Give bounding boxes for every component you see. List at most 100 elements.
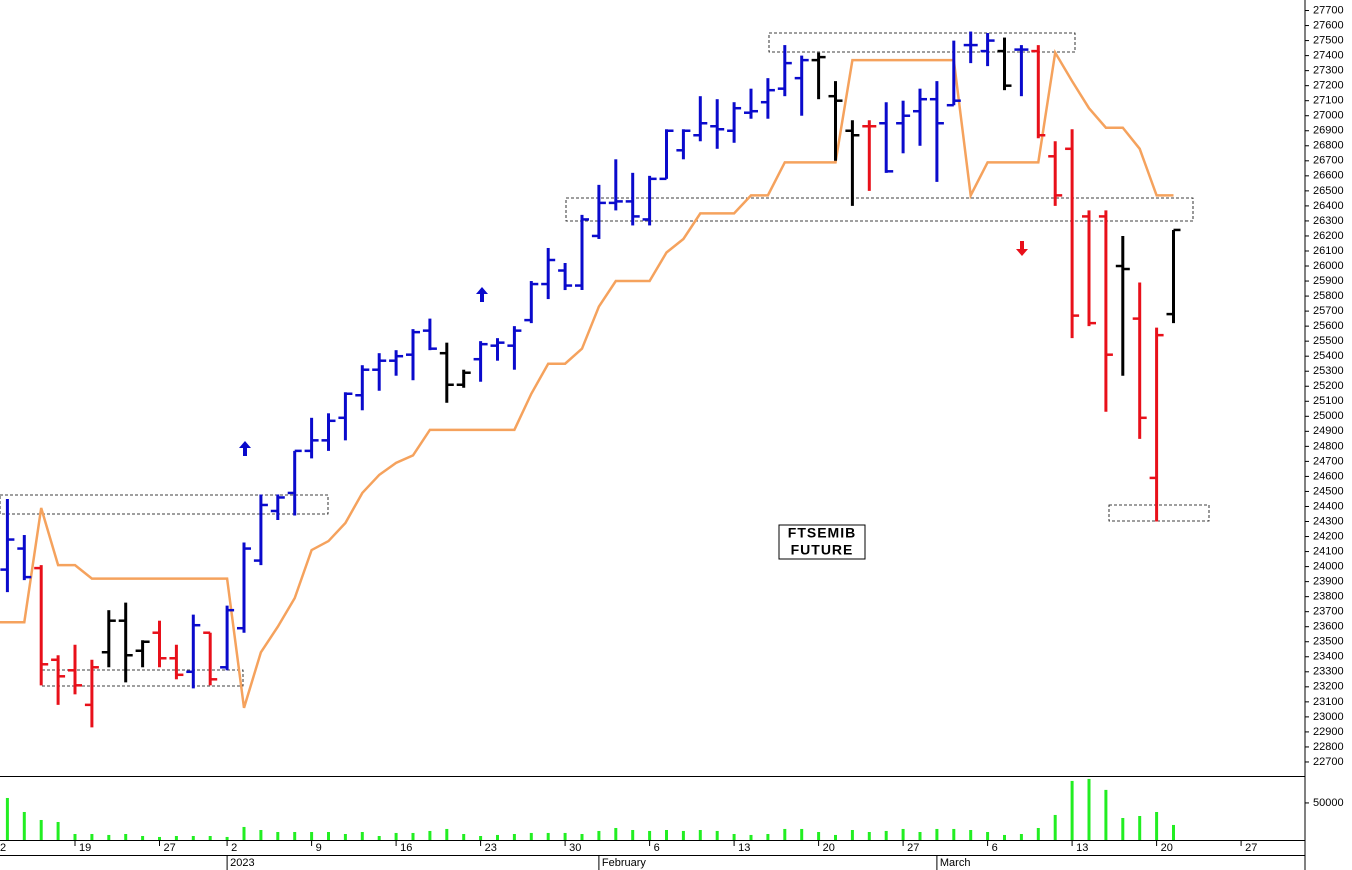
volume-bar <box>648 830 652 840</box>
y-tick-label: 27100 <box>1313 95 1344 107</box>
y-tick-label: 24400 <box>1313 500 1344 512</box>
y-tick-label: 24800 <box>1313 440 1344 452</box>
volume-bar <box>394 832 398 840</box>
y-tick-label: 26500 <box>1313 185 1344 197</box>
y-tick-label: 25200 <box>1313 380 1344 392</box>
x-tick-label: 20 <box>1161 842 1173 854</box>
volume-bar <box>39 819 43 840</box>
volume-bar <box>411 832 415 840</box>
volume-bar <box>22 811 26 840</box>
y-tick-label: 27200 <box>1313 80 1344 92</box>
x-tick-label: 19 <box>79 842 91 854</box>
volume-bar <box>310 831 314 840</box>
y-tick-label: 23600 <box>1313 621 1344 633</box>
range-box <box>0 494 329 515</box>
volume-bar <box>1036 827 1040 840</box>
volume-bar <box>512 833 516 840</box>
x-tick-label: 27 <box>164 842 176 854</box>
volume-bar <box>90 833 94 840</box>
y-tick-label: 24900 <box>1313 425 1344 437</box>
y-tick-label: 24700 <box>1313 455 1344 467</box>
volume-bar <box>428 830 432 840</box>
y-tick-label: 24200 <box>1313 530 1344 542</box>
x-tick-label: 27 <box>1245 842 1257 854</box>
volume-bar <box>377 835 381 840</box>
stop-line <box>0 48 1174 709</box>
range-box <box>768 32 1076 53</box>
volume-bar <box>1087 778 1091 840</box>
volume-bar <box>952 828 956 840</box>
range-box <box>1108 504 1210 522</box>
volume-bar <box>834 834 837 840</box>
y-tick-label: 23700 <box>1313 606 1344 618</box>
y-tick-label: 23300 <box>1313 666 1344 678</box>
x-tick-label: 13 <box>1076 842 1088 854</box>
volume-bar <box>1121 817 1125 840</box>
y-tick-label: 25300 <box>1313 365 1344 377</box>
x-tick-label: 6 <box>992 842 998 854</box>
y-tick-label: 25400 <box>1313 350 1344 362</box>
volume-bar <box>665 829 668 840</box>
volume-bar <box>1053 814 1057 840</box>
volume-bar <box>681 830 685 840</box>
y-tick-label: 27300 <box>1313 65 1344 77</box>
y-tick-label: 23500 <box>1313 636 1344 648</box>
volume-bar <box>800 828 804 840</box>
y-tick-label: 26100 <box>1313 245 1344 257</box>
volume-bar <box>749 834 753 840</box>
volume-tick-label: 50000 <box>1313 797 1344 809</box>
volume-bar <box>462 833 466 840</box>
volume-bar <box>715 830 719 840</box>
volume-bar <box>614 827 618 840</box>
volume-bar <box>1155 811 1159 840</box>
volume-bar <box>1172 824 1175 840</box>
volume-bar <box>1003 834 1006 840</box>
volume-bar <box>901 828 905 840</box>
month-label: February <box>602 857 647 869</box>
volume-bar <box>850 829 854 840</box>
y-tick-label: 25500 <box>1313 335 1344 347</box>
y-tick-label: 25700 <box>1313 305 1344 317</box>
x-tick-label: 16 <box>400 842 412 854</box>
volume-bar <box>732 833 736 840</box>
volume-bar <box>141 835 145 840</box>
volume-bar <box>918 831 922 840</box>
volume-bar <box>225 836 229 840</box>
volume-bar <box>597 830 601 840</box>
y-tick-label: 26400 <box>1313 200 1344 212</box>
volume-bar <box>1104 789 1108 840</box>
buy-arrow <box>476 287 488 302</box>
annotation-box <box>778 524 866 560</box>
y-tick-label: 26300 <box>1313 215 1344 227</box>
y-tick-label: 26700 <box>1313 155 1344 167</box>
volume-bar <box>817 831 821 840</box>
x-tick-label: 9 <box>316 842 322 854</box>
volume-bar <box>884 830 888 840</box>
volume-bar <box>580 833 584 840</box>
x-tick-label: 2 <box>0 842 6 854</box>
y-tick-label: 25800 <box>1313 290 1344 302</box>
volume-bar <box>107 834 111 840</box>
volume-bar <box>56 821 60 840</box>
volume-bar <box>208 835 212 840</box>
volume-bar <box>360 831 364 840</box>
y-tick-label: 25100 <box>1313 395 1344 407</box>
volume-bar <box>783 828 787 840</box>
y-tick-label: 25900 <box>1313 275 1344 287</box>
y-tick-label: 27600 <box>1313 19 1344 31</box>
month-label: March <box>940 857 971 869</box>
y-tick-label: 26200 <box>1313 230 1344 242</box>
y-tick-label: 27500 <box>1313 34 1344 46</box>
y-tick-label: 26900 <box>1313 125 1344 137</box>
volume-bar <box>343 833 347 840</box>
x-tick-label: 2 <box>231 842 237 854</box>
volume-bar <box>1019 833 1023 840</box>
x-tick-label: 6 <box>654 842 660 854</box>
volume-bar <box>191 835 195 840</box>
y-tick-label: 24100 <box>1313 545 1344 557</box>
volume-bar <box>1070 780 1074 840</box>
volume-bar <box>327 831 330 840</box>
y-tick-label: 22900 <box>1313 726 1344 738</box>
y-tick-label: 23800 <box>1313 591 1344 603</box>
